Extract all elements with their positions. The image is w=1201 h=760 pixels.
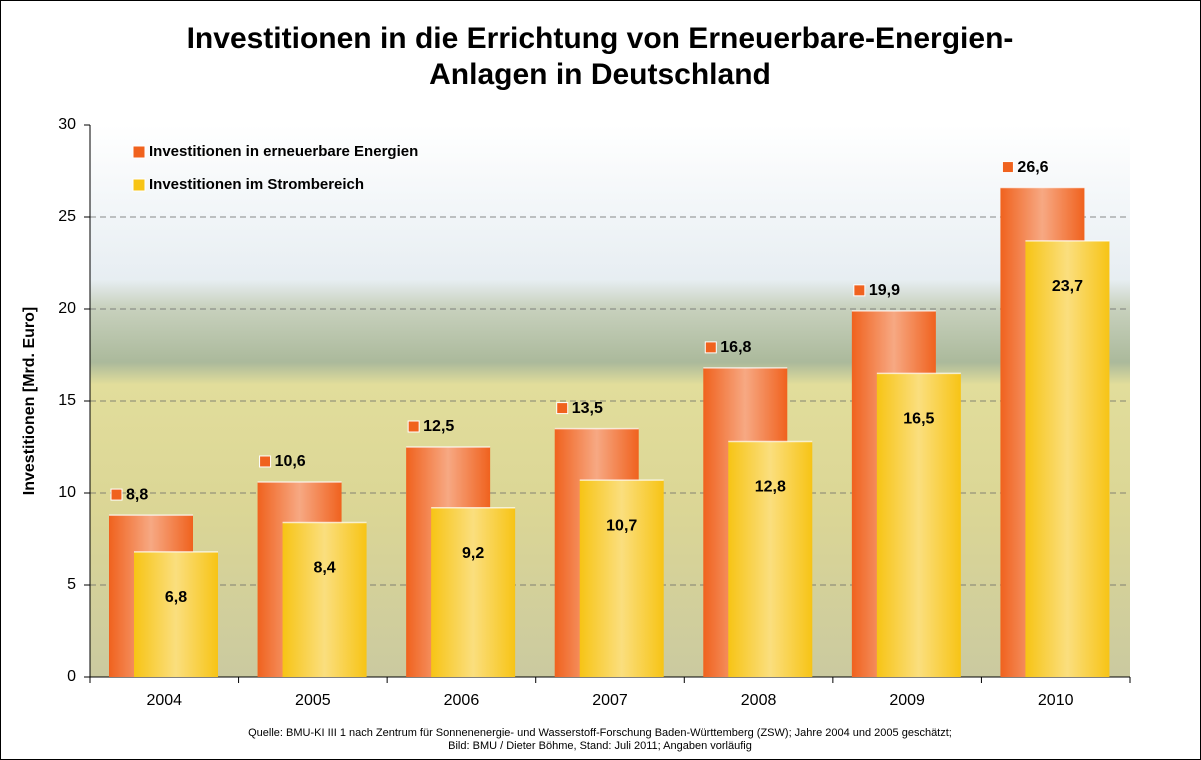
data-label: 10,7 [606,517,637,534]
data-label: 9,2 [462,545,484,562]
y-axis-label: Investitionen [Mrd. Euro] [21,307,38,495]
data-label: 23,7 [1052,278,1083,295]
chart-title: Anlagen in Deutschland [429,58,771,91]
bar-shine [728,441,813,677]
data-label: 19,9 [869,282,900,299]
y-tick-label: 0 [67,668,76,685]
bar-shine [134,551,218,677]
x-tick-label: 2009 [889,692,925,709]
bar-shine [579,480,664,677]
legend-swatch [132,145,146,159]
x-tick-label: 2008 [741,692,777,709]
data-label: 13,5 [572,400,603,417]
data-label: 16,5 [903,411,934,428]
x-tick-label: 2007 [592,692,628,709]
x-tick-label: 2004 [146,692,182,709]
bar-shine [1025,240,1110,678]
x-tick-label: 2010 [1038,692,1074,709]
data-label: 6,8 [165,589,187,606]
legend-label: Investitionen in erneuerbare Energien [149,143,418,160]
x-tick-label: 2005 [295,692,331,709]
data-label: 10,6 [275,453,306,470]
source: Bild: BMU / Dieter Böhme, Stand: Juli 20… [448,740,752,752]
source: Quelle: BMU-KI III 1 nach Zentrum für So… [248,727,952,739]
label-icon [407,420,420,433]
y-tick-label: 5 [67,576,76,593]
x-tick-label: 2006 [444,692,480,709]
label-icon [110,488,123,501]
y-tick-label: 15 [58,392,76,409]
data-label: 8,4 [313,560,335,577]
data-label: 12,8 [755,479,786,496]
bar-shine [431,507,516,677]
data-label: 26,6 [1017,159,1048,176]
bar-shine [876,373,961,677]
bar-shine [282,522,367,677]
data-label: 16,8 [720,339,751,356]
y-tick-label: 10 [58,484,76,501]
label-icon [704,341,717,354]
legend-label: Investitionen im Strombereich [149,176,364,193]
y-tick-label: 30 [58,116,76,133]
data-label: 8,8 [126,486,148,503]
y-tick-label: 25 [58,208,76,225]
label-icon [1001,161,1014,174]
legend-swatch [132,178,146,192]
label-icon [556,402,569,415]
y-tick-label: 20 [58,300,76,317]
label-icon [853,284,866,297]
data-label: 12,5 [423,418,454,435]
chart-title: Investitionen in die Errichtung von Erne… [187,22,1014,55]
label-icon [259,455,272,468]
